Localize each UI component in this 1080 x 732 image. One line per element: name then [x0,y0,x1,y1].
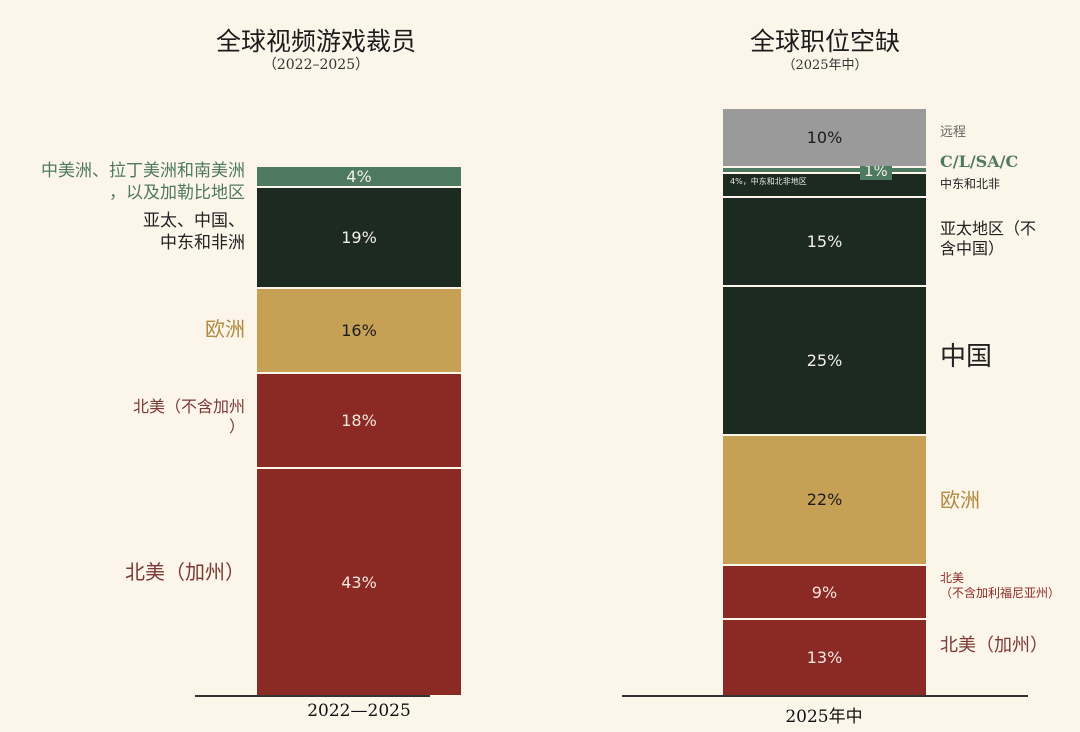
category-label: 中美洲、拉丁美洲和南美洲 ，以及加勒比地区 [41,161,245,203]
category-label: 北美（加州） [125,559,245,584]
data-label: 18% [341,410,377,430]
bar-segment: 22% [723,433,926,565]
bar-segment: 15% [723,196,926,286]
data-label: 1% [860,163,892,181]
category-label: 亚太地区（不 含中国） [940,218,1037,258]
category-label: 欧洲 [940,487,980,512]
bar-segment: 4% [257,165,461,187]
category-label: 亚太、中国、 中东和非洲 [143,211,245,253]
data-label: 4% [346,167,372,187]
right-title: 全球职位空缺 [749,27,900,56]
data-label: 43% [341,572,377,592]
category-label: 欧洲 [205,316,245,341]
category-label: 北美 （不含加利福尼亚州） [940,571,1061,601]
data-label: 16% [341,320,377,340]
data-label: 4%，中东和北非地区 [730,177,807,187]
data-label: 13% [806,647,843,667]
bar-segment: 9% [723,564,926,618]
category-label: 中东和北非 [940,176,1001,191]
data-label: 22% [806,490,843,510]
category-label: 中国 [940,342,993,373]
category-label: 北美（加州） [940,635,1048,657]
category-label: 远程 [940,124,967,140]
left-subtitle: （2022–2025） [262,57,370,73]
bar-segment: 16% [257,286,461,372]
bar-segment: 10% [723,107,926,167]
left-x-axis [195,695,430,697]
data-label: 9% [811,582,838,602]
category-label: 北美（不含加州 ） [132,397,245,437]
left-title: 全球视频游戏裁员 [215,27,416,56]
right-x-axis [622,695,1028,697]
data-label: 25% [806,350,843,370]
bar-segment: 43% [257,467,461,695]
bar-segment: 13% [723,617,926,695]
bar-segment [723,166,926,173]
category-label: C/L/SA/C [940,152,1019,172]
data-label: 19% [341,228,377,248]
left-x-tick-label: 2022—2025 [307,701,411,721]
bar-segment: 25% [723,285,926,434]
right-x-tick-label: 2025年中 [785,707,863,727]
bar-segment: 18% [257,371,461,468]
data-label: 10% [806,128,843,148]
data-label: 15% [806,232,843,252]
right-subtitle: （2025年中） [782,58,868,73]
bar-segment: 19% [257,186,461,287]
